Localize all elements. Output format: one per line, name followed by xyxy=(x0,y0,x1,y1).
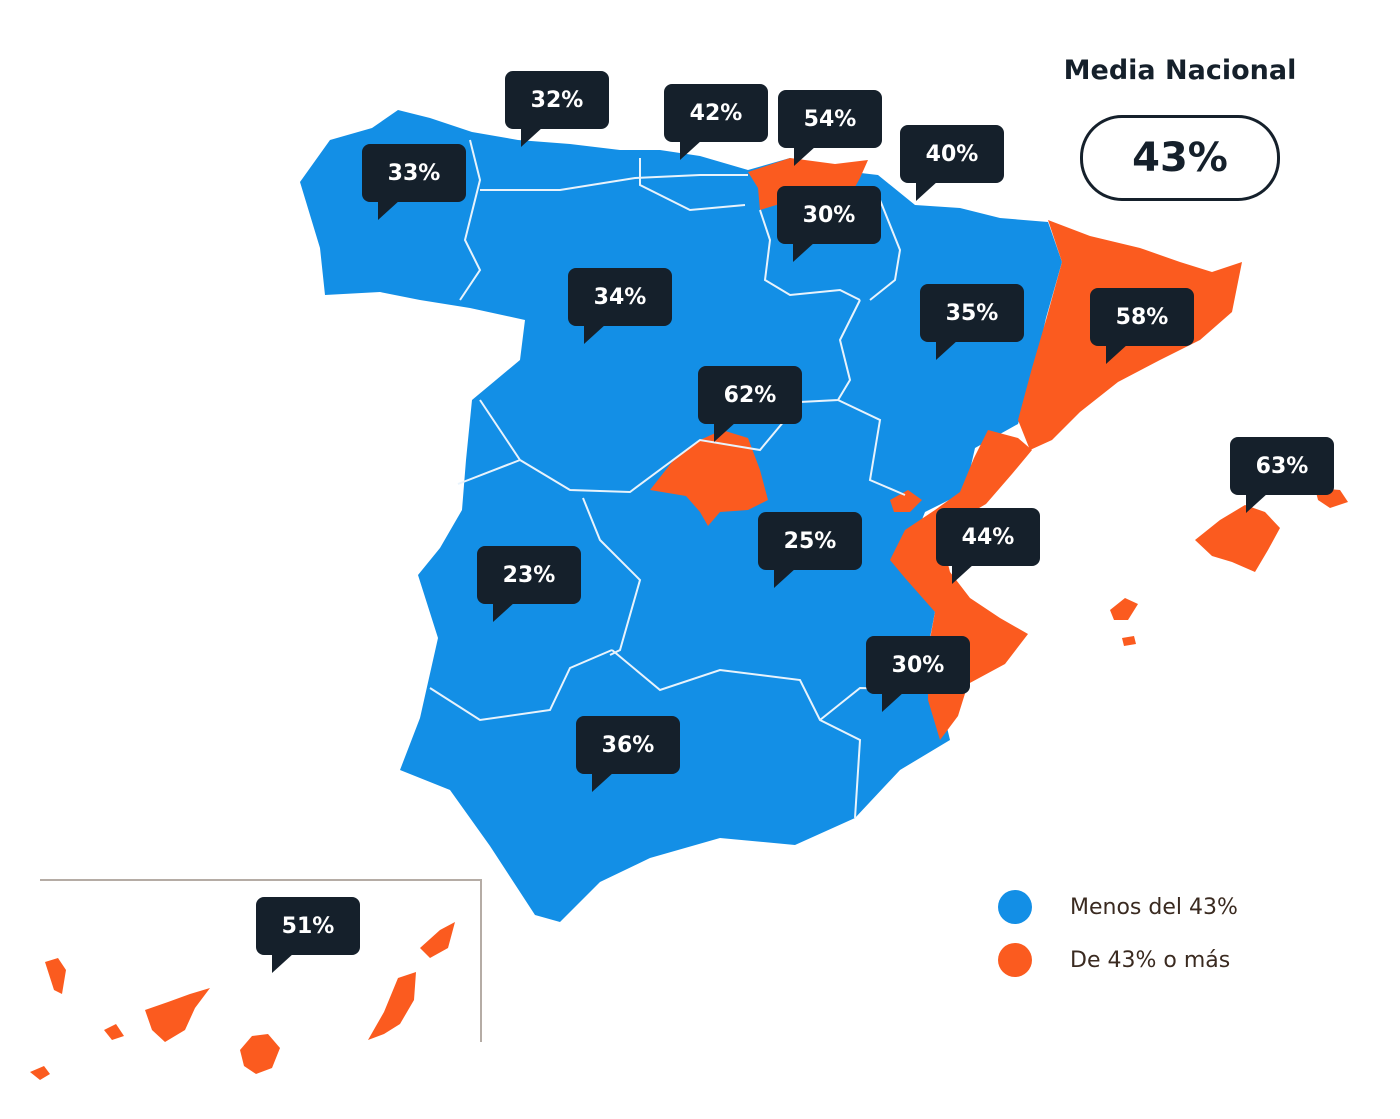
region-label-extremadura: 23% xyxy=(477,546,581,622)
island-fuerteventura xyxy=(368,972,416,1040)
region-label-pais-vasco: 54% xyxy=(778,90,882,166)
legend-item-above: De 43% o más xyxy=(998,943,1230,977)
island-mallorca xyxy=(1195,505,1280,572)
region-label-la-rioja: 30% xyxy=(777,186,881,262)
island-la-palma xyxy=(45,958,66,994)
media-nacional-value: 43% xyxy=(1080,115,1280,201)
legend-dot-below xyxy=(998,890,1032,924)
region-valencia xyxy=(890,430,1032,740)
island-ibiza xyxy=(1110,598,1138,620)
region-label-cataluna: 58% xyxy=(1090,288,1194,364)
media-nacional-title: Media Nacional xyxy=(1063,55,1297,86)
region-teruel-patch xyxy=(890,490,922,512)
region-label-murcia: 30% xyxy=(866,636,970,712)
region-label-andalucia: 36% xyxy=(576,716,680,792)
legend-label-above: De 43% o más xyxy=(1070,947,1231,973)
region-label-valencia: 44% xyxy=(936,508,1040,584)
region-label-madrid: 62% xyxy=(698,366,802,442)
canarias-inset-frame xyxy=(40,879,482,1042)
region-label-castilla-y-leon: 34% xyxy=(568,268,672,344)
region-label-navarra: 40% xyxy=(900,125,1004,201)
region-label-asturias: 32% xyxy=(505,71,609,147)
region-madrid xyxy=(650,430,768,526)
region-label-baleares: 63% xyxy=(1230,437,1334,513)
legend-item-below: Menos del 43% xyxy=(998,890,1238,924)
island-gran-canaria xyxy=(240,1034,280,1074)
island-lanzarote xyxy=(420,922,455,958)
island-el-hierro xyxy=(30,1066,50,1080)
island-la-gomera xyxy=(104,1024,124,1040)
region-label-aragon: 35% xyxy=(920,284,1024,360)
island-formentera xyxy=(1122,636,1136,646)
region-label-galicia: 33% xyxy=(362,144,466,220)
legend-dot-above xyxy=(998,943,1032,977)
island-tenerife xyxy=(145,988,210,1042)
region-label-cantabria: 42% xyxy=(664,84,768,160)
legend-label-below: Menos del 43% xyxy=(1070,894,1238,920)
region-label-canarias: 51% xyxy=(256,897,360,973)
region-label-castilla-la-mancha: 25% xyxy=(758,512,862,588)
